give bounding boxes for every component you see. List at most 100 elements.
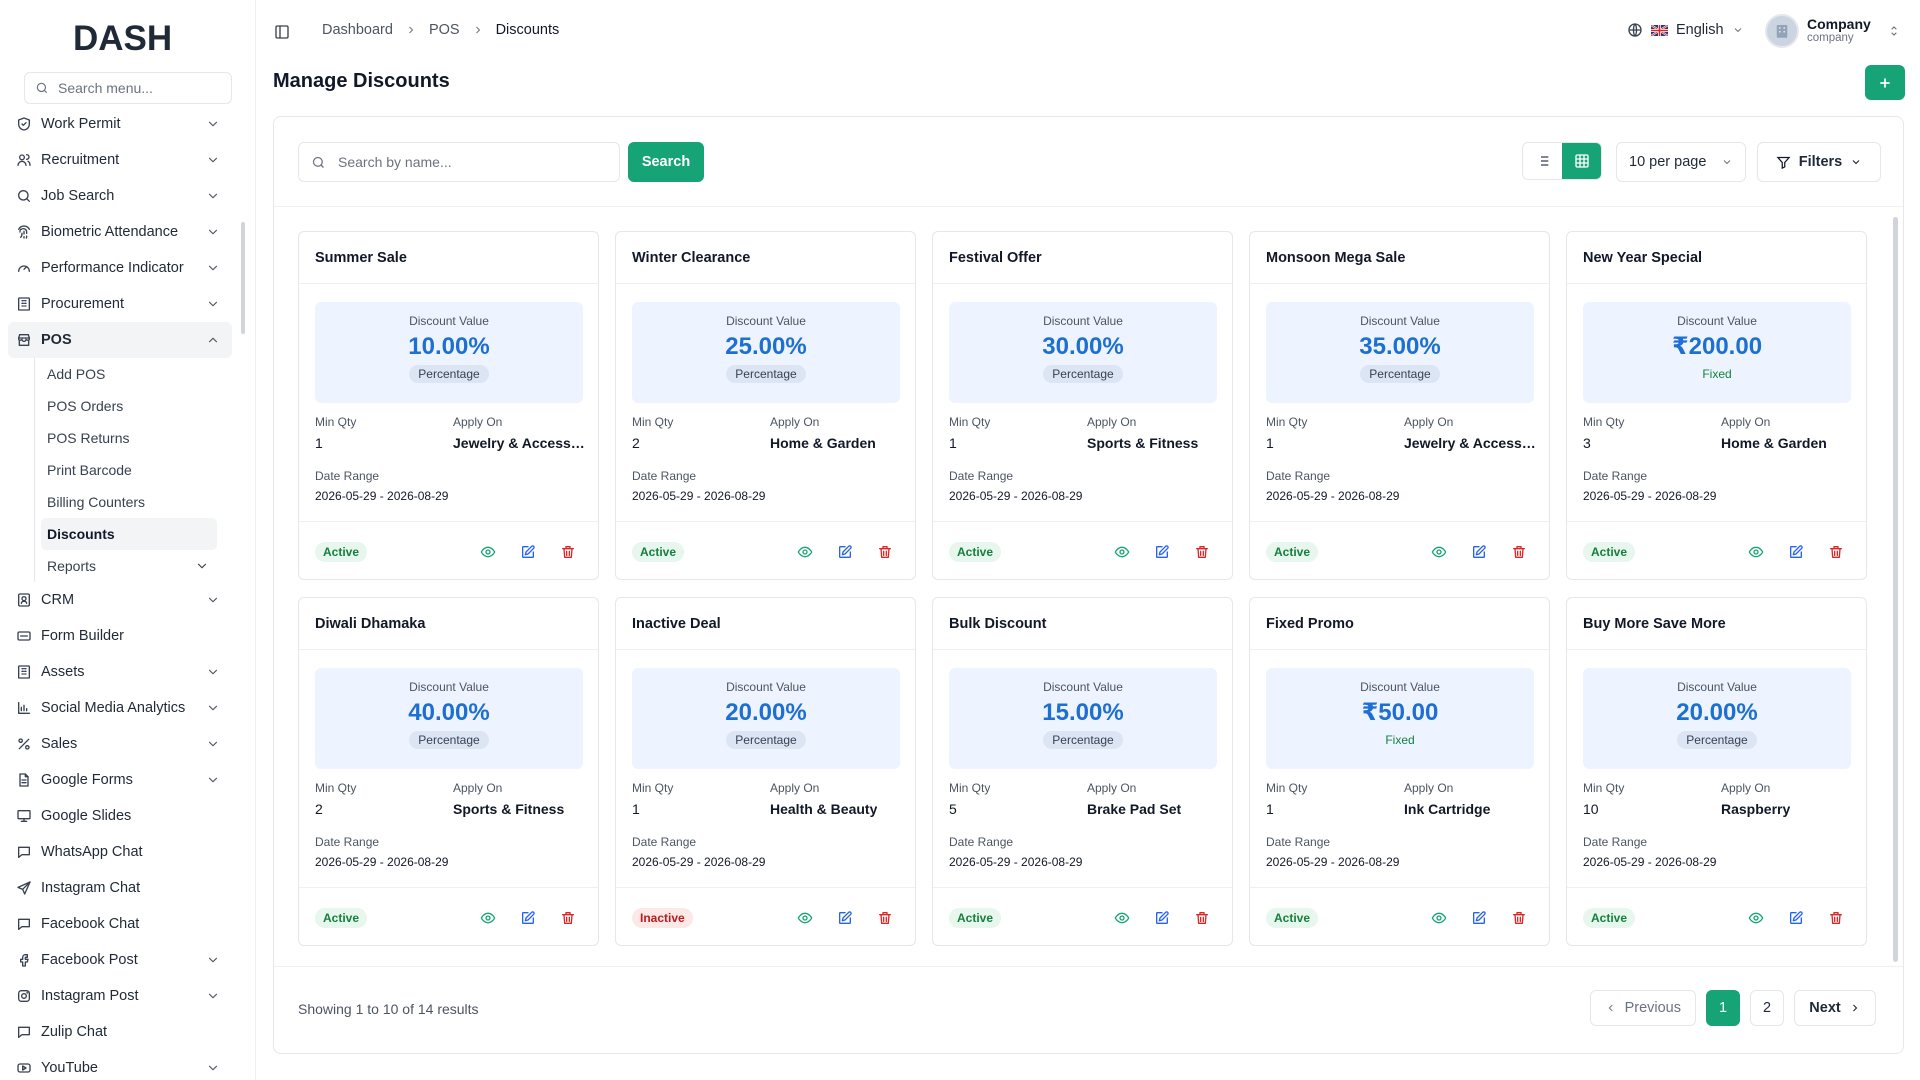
content-scrollbar[interactable]: [1893, 217, 1898, 962]
sidebar-subitem-reports[interactable]: Reports: [41, 550, 217, 582]
edit-button[interactable]: [520, 910, 536, 926]
sidebar-item-label: Instagram Post: [41, 988, 139, 1004]
list-view-button[interactable]: [1523, 143, 1562, 179]
edit-button[interactable]: [1788, 544, 1804, 560]
view-button[interactable]: [1748, 544, 1764, 560]
edit-button[interactable]: [1788, 910, 1804, 926]
uk-flag-icon: [1651, 24, 1668, 36]
delete-button[interactable]: [1828, 544, 1844, 560]
sidebar-item-facebook-chat[interactable]: Facebook Chat: [0, 906, 240, 942]
sidebar-item-social-media-analytics[interactable]: Social Media Analytics: [0, 690, 240, 726]
sidebar-item-youtube[interactable]: YouTube: [0, 1050, 240, 1080]
edit-button[interactable]: [520, 544, 536, 560]
search-field[interactable]: [298, 142, 620, 182]
view-button[interactable]: [480, 910, 496, 926]
sidebar-item-pos[interactable]: POS: [8, 322, 232, 358]
sidebar-scrollbar[interactable]: [241, 222, 245, 334]
view-button[interactable]: [1431, 910, 1447, 926]
view-button[interactable]: [1748, 910, 1764, 926]
sidebar-subitem-pos-returns[interactable]: POS Returns: [41, 422, 217, 454]
edit-button[interactable]: [1154, 910, 1170, 926]
sidebar-subitem-discounts[interactable]: Discounts: [41, 518, 217, 550]
sidebar-item-instagram-chat[interactable]: Instagram Chat: [0, 870, 240, 906]
delete-button[interactable]: [560, 910, 576, 926]
discount-card: New Year Special Discount Value ₹200.00 Fix…: [1566, 231, 1867, 580]
eye-icon: [1114, 546, 1130, 557]
delete-button[interactable]: [1828, 910, 1844, 926]
sidebar-toggle-icon[interactable]: [274, 24, 290, 40]
edit-button[interactable]: [837, 910, 853, 926]
delete-button[interactable]: [1511, 544, 1527, 560]
search-menu-input[interactable]: Search menu...: [24, 72, 232, 104]
sidebar-item-performance-indicator[interactable]: Performance Indicator: [0, 250, 240, 286]
per-page-select[interactable]: 10 per page: [1616, 142, 1746, 182]
edit-button[interactable]: [1471, 544, 1487, 560]
delete-button[interactable]: [1194, 544, 1210, 560]
chevron-down-icon: [208, 669, 218, 675]
search-input[interactable]: [338, 154, 608, 170]
add-discount-button[interactable]: [1865, 65, 1905, 100]
delete-button[interactable]: [1511, 910, 1527, 926]
sidebar-item-zulip-chat[interactable]: Zulip Chat: [0, 1014, 240, 1050]
discount-value-box: Discount Value 35.00% Percentage: [1266, 302, 1534, 403]
min-qty-label: Min Qty: [1266, 781, 1308, 795]
page-1-button[interactable]: 1: [1706, 990, 1740, 1026]
sidebar-item-assets[interactable]: Assets: [0, 654, 240, 690]
grid-view-button[interactable]: [1562, 143, 1601, 179]
sidebar-item-google-forms[interactable]: Google Forms: [0, 762, 240, 798]
delete-button[interactable]: [1194, 910, 1210, 926]
sidebar-item-work-permit[interactable]: Work Permit: [0, 106, 240, 142]
sidebar-item-facebook-post[interactable]: Facebook Post: [0, 942, 240, 978]
date-range-label: Date Range: [315, 469, 380, 483]
apply-on-label: Apply On: [1721, 415, 1771, 429]
view-button[interactable]: [480, 544, 496, 560]
view-button[interactable]: [1114, 910, 1130, 926]
breadcrumb-pos[interactable]: POS: [428, 22, 460, 38]
sidebar-item-label: Recruitment: [41, 152, 120, 168]
sidebar-item-sales[interactable]: Sales: [0, 726, 240, 762]
view-button[interactable]: [797, 544, 813, 560]
view-button[interactable]: [797, 910, 813, 926]
sidebar-item-instagram-post[interactable]: Instagram Post: [0, 978, 240, 1014]
language-selector[interactable]: English: [1627, 22, 1744, 38]
filters-button[interactable]: Filters: [1757, 142, 1881, 182]
edit-button[interactable]: [1154, 544, 1170, 560]
sidebar-subitem-print-barcode[interactable]: Print Barcode: [41, 454, 217, 486]
delete-button[interactable]: [877, 544, 893, 560]
search-button[interactable]: Search: [628, 142, 704, 182]
discount-details: Min Qty 5 Apply On Brake Pad Set Date Range 2…: [949, 781, 1219, 869]
sidebar-item-biometric-attendance[interactable]: Biometric Attendance: [0, 214, 240, 250]
view-button[interactable]: [1114, 544, 1130, 560]
card-footer: Inactive: [616, 887, 915, 947]
grid-icon: [1574, 154, 1589, 168]
sidebar-item-whatsapp-chat[interactable]: WhatsApp Chat: [0, 834, 240, 870]
breadcrumb-dashboard[interactable]: Dashboard: [322, 22, 393, 38]
sidebar-item-form-builder[interactable]: Form Builder: [0, 618, 240, 654]
view-button[interactable]: [1431, 544, 1447, 560]
globe-icon: [1628, 23, 1642, 37]
discount-name: Bulk Discount: [933, 598, 1232, 650]
discount-details: Min Qty 2 Apply On Home & Garden Date Range 2…: [632, 415, 902, 503]
sidebar-subitem-pos-orders[interactable]: POS Orders: [41, 390, 217, 422]
apply-on-value: Sports & Fitness: [453, 801, 565, 817]
sidebar-item-google-slides[interactable]: Google Slides: [0, 798, 240, 834]
delete-button[interactable]: [560, 544, 576, 560]
sidebar-item-recruitment[interactable]: Recruitment: [0, 142, 240, 178]
previous-page-button[interactable]: Previous: [1590, 990, 1696, 1026]
delete-button[interactable]: [877, 910, 893, 926]
date-range-label: Date Range: [1266, 835, 1331, 849]
sidebar-item-job-search[interactable]: Job Search: [0, 178, 240, 214]
sidebar-item-procurement[interactable]: Procurement: [0, 286, 240, 322]
edit-button[interactable]: [1471, 910, 1487, 926]
dash-logo[interactable]: DASH: [73, 18, 185, 58]
sidebar-item-label: Google Forms: [41, 772, 133, 788]
discount-value: 20.00%: [1676, 699, 1758, 726]
sidebar-item-crm[interactable]: CRM: [0, 582, 240, 618]
page-2-button[interactable]: 2: [1750, 990, 1784, 1026]
next-page-button[interactable]: Next: [1794, 990, 1876, 1026]
status-badge: Active: [1266, 907, 1319, 928]
sidebar-subitem-billing-counters[interactable]: Billing Counters: [41, 486, 217, 518]
edit-button[interactable]: [837, 544, 853, 560]
sidebar-subitem-add-pos[interactable]: Add POS: [41, 358, 217, 390]
user-menu[interactable]: Company company: [1765, 14, 1901, 48]
